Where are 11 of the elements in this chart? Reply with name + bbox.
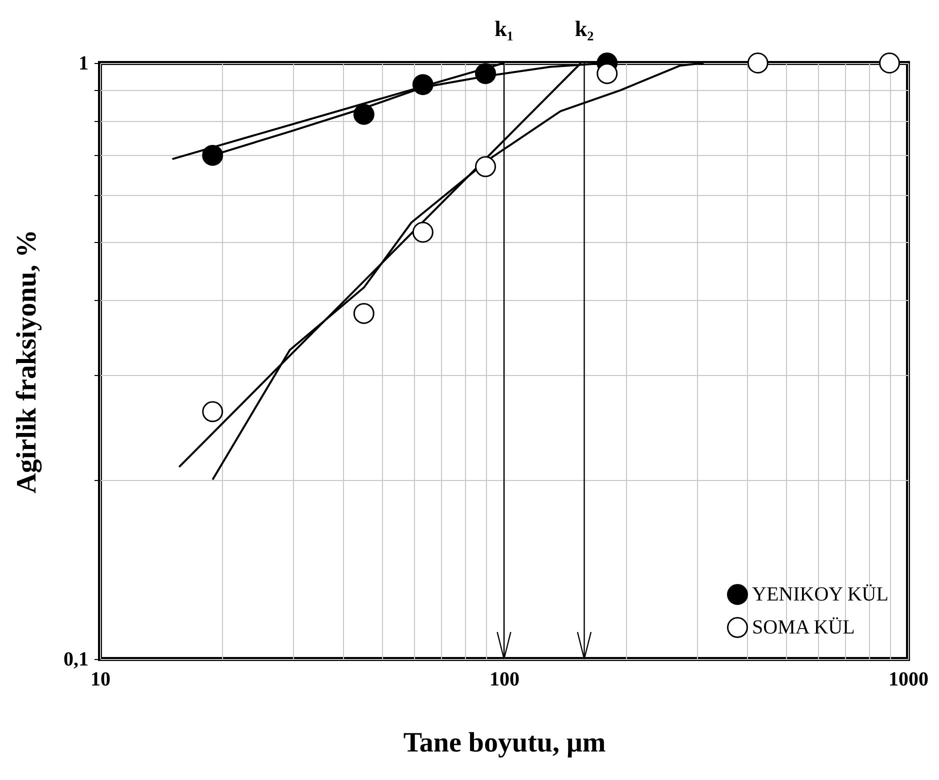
y-axis-title: Agirlik fraksiyonu, % xyxy=(12,230,42,494)
y-tick-label: 0,1 xyxy=(64,648,88,670)
x-tick-label: 1000 xyxy=(888,668,928,690)
legend-label: YENIKOY KÜL xyxy=(752,584,888,606)
ref-line-label: k₁ xyxy=(494,16,514,41)
x-axis-title: Tane boyutu, μm xyxy=(403,728,606,758)
y-tick-label: 1 xyxy=(78,52,88,74)
ref-line-label: k₂ xyxy=(574,16,594,41)
legend-label: SOMA KÜL xyxy=(752,616,855,638)
x-tick-label: 10 xyxy=(90,668,110,690)
x-tick-label: 100 xyxy=(490,668,520,690)
